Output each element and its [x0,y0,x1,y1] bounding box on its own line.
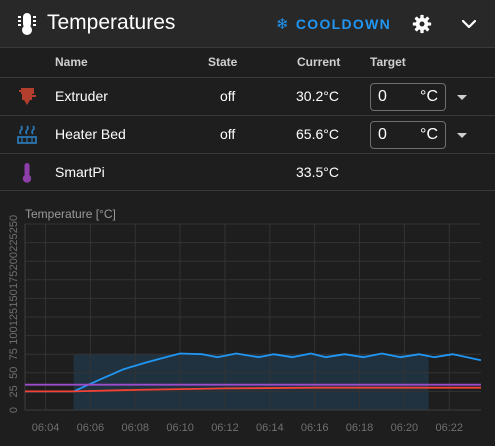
target-value: 0 [378,126,387,143]
chart-y-tick-label: 0 [8,407,20,413]
chart-y-tick-label: 25 [8,385,20,397]
chevron-down-icon[interactable] [460,15,478,33]
heater-bed-target-dropdown-icon[interactable] [456,132,468,139]
thermometer-lines-icon [18,13,36,35]
chart-x-tick-label: 06:10 [166,422,194,434]
thermometer-icon [22,163,32,183]
col-header-target: Target [370,55,406,69]
chart-x-tick-label: 06:22 [435,422,463,434]
chart-x-tick-label: 06:20 [391,422,419,434]
chart-x-tick-label: 06:14 [256,422,284,434]
target-unit: °C [420,88,438,105]
col-header-name: Name [55,55,88,69]
extruder-target-input[interactable]: 0 °C [370,83,446,111]
heater-state: off [220,126,236,142]
heater-name: Extruder [55,88,108,104]
table-row-smartpi: SmartPi 33.5°C [0,153,495,191]
chart-canvas: Temperature [°C] 0 25 50 75 10012515017520022… [8,207,482,434]
chart-series-line-0 [25,352,482,393]
chart-y-tick-label: 150 [8,289,20,307]
chart-x-tick-label: 06:08 [121,422,149,434]
chart-x-tick-label: 06:06 [77,422,105,434]
col-header-current: Current [297,55,341,69]
panel-title: Temperatures [47,11,176,34]
chart-y-tick-label: 250 [8,215,20,233]
chart-series-line-2 [25,386,481,393]
gear-icon[interactable] [412,14,432,34]
sensor-name: SmartPi [55,164,105,180]
chart-y-tick-label: 200 [8,252,20,270]
heater-name: Heater Bed [55,126,126,142]
panel-header: Temperatures ❄ COOLDOWN [0,0,495,48]
sensor-current-temp: 33.5°C [296,164,339,180]
cooldown-label: COOLDOWN [295,16,392,32]
heater-bed-target-input[interactable]: 0 °C [370,121,446,149]
cooldown-button[interactable]: ❄ COOLDOWN [276,15,391,33]
chart-x-tick-label: 06:04 [32,422,60,434]
chart-band [73,354,429,410]
heater-bed-icon [17,125,37,144]
snowflake-icon: ❄ [276,16,290,33]
chart-y-tick-label: 50 [8,367,20,379]
extruder-icon [19,88,36,105]
chart-y-tick-label: 225 [8,233,20,251]
target-value: 0 [378,88,387,105]
chart-title: Temperature [°C] [25,207,116,221]
chart-y-tick-label: 125 [8,308,20,326]
heater-state: off [220,88,236,104]
target-unit: °C [420,126,438,143]
chart-y-tick-label: 100 [8,326,20,344]
chart-x-tick-label: 06:16 [301,422,329,434]
table-row-heater-bed: Heater Bed off 65.6°C 0 °C [0,115,495,153]
chart-x-tick-label: 06:12 [211,422,239,434]
chart-x-tick-label: 06:18 [346,422,374,434]
chart-y-tick-label: 75 [8,348,20,360]
extruder-target-dropdown-icon[interactable] [456,94,468,101]
col-header-state: State [208,55,238,69]
temperature-chart: Temperature [°C] 0 25 50 75 100 125 150 175 200 22… [0,190,495,440]
heater-current-temp: 65.6°C [296,126,339,142]
chart-y-tick-label: 175 [8,271,20,289]
heater-current-temp: 30.2°C [296,88,339,104]
table-row-extruder: Extruder off 30.2°C 0 °C [0,77,495,115]
